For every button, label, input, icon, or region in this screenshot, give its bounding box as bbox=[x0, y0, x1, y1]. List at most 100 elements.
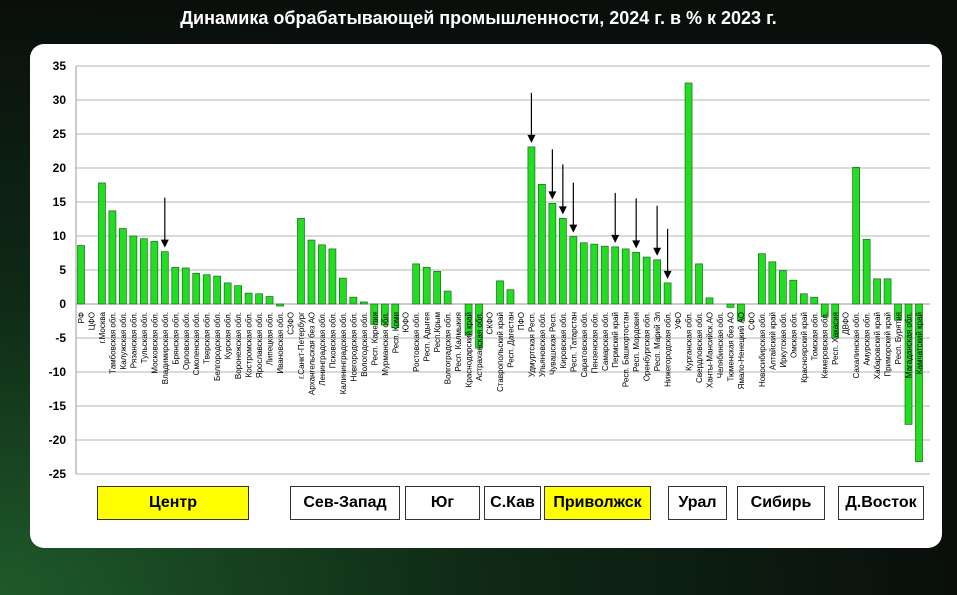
y-tick-label: -25 bbox=[49, 467, 67, 481]
region-button-volga[interactable]: Приволжск bbox=[544, 486, 651, 520]
bar bbox=[255, 293, 263, 305]
bar bbox=[370, 303, 379, 325]
x-tick-label: Ханты-Мансийск.АО bbox=[706, 312, 715, 388]
y-tick-label: 10 bbox=[53, 229, 67, 243]
bar bbox=[202, 274, 211, 305]
bar bbox=[611, 246, 620, 305]
x-tick-label: Чувашская Респ. bbox=[548, 312, 557, 375]
arrow-head-icon bbox=[527, 134, 536, 143]
x-tick-label: Приморский край bbox=[884, 312, 893, 377]
x-tick-label: Курганская обл. bbox=[685, 312, 694, 371]
x-tick-label: Ярославская обл. bbox=[255, 312, 264, 378]
bar bbox=[778, 270, 787, 305]
bar bbox=[496, 280, 504, 305]
region-button-ural[interactable]: Урал bbox=[668, 486, 727, 520]
bar bbox=[569, 236, 578, 305]
bar bbox=[810, 296, 819, 305]
x-tick-label: Амурская обл. bbox=[863, 312, 872, 366]
x-tick-label: Московская обл. bbox=[150, 312, 159, 374]
x-tick-label: Кемеровская обл. bbox=[821, 312, 830, 378]
region-button-far-east[interactable]: Д.Восток bbox=[838, 486, 924, 520]
x-tick-label: Томская обл. bbox=[810, 312, 819, 360]
bar bbox=[758, 253, 766, 305]
arrow-head-icon bbox=[653, 247, 662, 256]
bar bbox=[789, 279, 798, 305]
y-tick-label: 20 bbox=[53, 161, 67, 175]
y-tick-label: -15 bbox=[49, 399, 67, 413]
bar bbox=[590, 243, 599, 305]
y-tick-label: 5 bbox=[59, 263, 66, 277]
x-tick-label: Волгоградская обл. bbox=[444, 312, 453, 384]
bar bbox=[359, 301, 368, 305]
bar bbox=[527, 146, 536, 305]
arrow-head-icon bbox=[548, 191, 557, 200]
x-tick-label: Белгородская обл. bbox=[213, 312, 222, 381]
x-tick-label: УФО bbox=[674, 312, 683, 329]
region-button-center[interactable]: Центр bbox=[97, 486, 249, 520]
region-button-siberia[interactable]: Сибирь bbox=[737, 486, 825, 520]
bar bbox=[108, 210, 117, 305]
bar bbox=[852, 166, 861, 305]
x-tick-label: Псковская обл. bbox=[328, 312, 337, 368]
x-tick-label: СЗФО bbox=[287, 312, 296, 335]
x-tick-label: Калужская обл. bbox=[119, 312, 128, 369]
x-tick-label: Кировская обл. bbox=[559, 312, 568, 368]
x-tick-label: Сахалинская обл. bbox=[852, 312, 861, 378]
bar bbox=[475, 303, 483, 349]
bar bbox=[98, 182, 106, 305]
bar bbox=[391, 303, 400, 329]
x-tick-label: Респ. Бурятия bbox=[894, 312, 903, 364]
arrow-head-icon bbox=[160, 239, 169, 248]
x-tick-label: Оренбургская обл. bbox=[643, 312, 652, 381]
bar bbox=[506, 289, 515, 305]
bar bbox=[234, 285, 242, 305]
bar bbox=[464, 303, 473, 336]
bar bbox=[181, 267, 190, 305]
x-tick-label: Архангельская без АО bbox=[307, 312, 316, 395]
bar bbox=[695, 263, 703, 305]
x-tick-label: Курская обл. bbox=[224, 312, 233, 359]
x-tick-label: Респ. Карелия bbox=[370, 312, 379, 365]
x-tick-label: СФО bbox=[747, 312, 756, 330]
region-button-north-caucasus[interactable]: С.Кав bbox=[484, 486, 541, 520]
bar bbox=[663, 282, 672, 305]
bar bbox=[737, 303, 745, 322]
bar bbox=[548, 203, 557, 305]
x-tick-label: ПФО bbox=[517, 312, 526, 330]
x-tick-label: Нижегородская обл. bbox=[664, 312, 673, 387]
bar bbox=[820, 303, 829, 318]
x-tick-label: ДВФО bbox=[842, 312, 851, 335]
x-tick-label: Респ.Крым bbox=[433, 312, 442, 352]
bar bbox=[380, 303, 389, 326]
bar bbox=[705, 297, 714, 305]
bar bbox=[297, 217, 305, 305]
x-tick-label: Ростовская обл. bbox=[412, 312, 421, 372]
bar bbox=[339, 277, 347, 305]
x-tick-label: Респ. Дагестан bbox=[506, 312, 515, 368]
bar bbox=[422, 266, 431, 305]
bar bbox=[119, 228, 127, 305]
bar bbox=[726, 303, 735, 308]
arrow-head-icon bbox=[632, 240, 641, 249]
x-tick-label: Алтайский край bbox=[768, 312, 777, 370]
x-tick-label: Респ. Марий Эл bbox=[653, 312, 662, 372]
bar bbox=[328, 248, 337, 305]
y-tick-label: 25 bbox=[53, 127, 67, 141]
x-tick-label: СКФО bbox=[486, 312, 495, 334]
bar bbox=[192, 273, 201, 305]
bar bbox=[831, 303, 840, 339]
region-button-south[interactable]: Юг bbox=[405, 486, 480, 520]
bar bbox=[799, 293, 808, 305]
arrow-head-icon bbox=[611, 234, 620, 243]
bar bbox=[684, 82, 693, 305]
x-tick-label: Астраханская обл. bbox=[475, 312, 484, 381]
page-title: Динамика обрабатывающей промышленности, … bbox=[180, 8, 777, 28]
bar bbox=[915, 303, 923, 463]
bar bbox=[213, 275, 222, 305]
y-tick-label: -10 bbox=[49, 365, 67, 379]
x-tick-label: Тамбовская обл. bbox=[108, 312, 117, 374]
bar bbox=[244, 292, 253, 305]
region-button-northwest[interactable]: Сев-Запад bbox=[290, 486, 400, 520]
y-tick-label: -20 bbox=[49, 433, 67, 447]
bar bbox=[632, 251, 641, 305]
